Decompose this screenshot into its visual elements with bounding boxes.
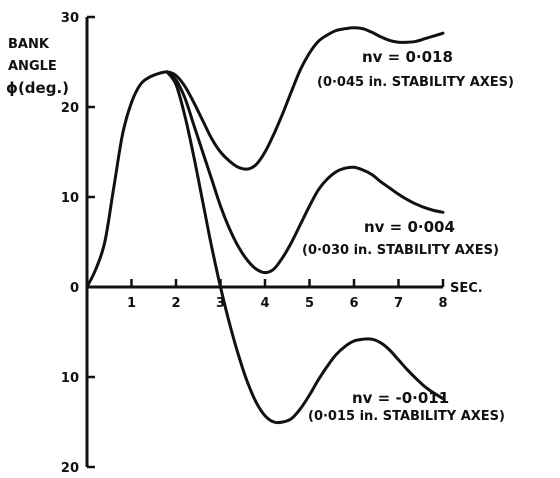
curve-annotation: (0·045 in. STABILITY AXES) bbox=[317, 75, 514, 90]
x-tick-label: 8 bbox=[438, 296, 447, 311]
y-tick-label: 30 bbox=[61, 11, 79, 26]
curve-annotation: (0·015 in. STABILITY AXES) bbox=[308, 409, 505, 424]
y-tick-label: 10 bbox=[61, 371, 79, 386]
labels: SEC. BANK ANGLE ϕ(deg.) nv = 0·018 (0·045 in.… bbox=[6, 37, 514, 424]
y-tick-label: 0 bbox=[70, 281, 79, 296]
y-tick-label: 20 bbox=[61, 101, 79, 116]
x-axis-label: SEC. bbox=[450, 281, 483, 296]
curve-annotation: (0·030 in. STABILITY AXES) bbox=[302, 243, 499, 258]
curve-nv-0-004 bbox=[165, 70, 445, 275]
x-tick-label: 5 bbox=[305, 296, 314, 311]
curve-nv-0-018 bbox=[85, 26, 445, 289]
curve-annotation: nv = 0·004 bbox=[364, 218, 455, 236]
curve-annotation: nv = 0·018 bbox=[362, 48, 453, 66]
x-tick-label: 2 bbox=[171, 296, 180, 311]
y-tick-label: 20 bbox=[61, 461, 79, 476]
x-tick-label: 3 bbox=[216, 296, 225, 311]
x-tick-label: 4 bbox=[260, 296, 269, 311]
ticks: 30 20 10 0 10 20 1 2 3 4 5 6 7 8 bbox=[61, 11, 448, 476]
x-tick-label: 7 bbox=[394, 296, 403, 311]
curve-nv-minus-0-011 bbox=[165, 70, 445, 425]
y-axis-label-line: ϕ(deg.) bbox=[6, 79, 69, 97]
y-tick-label: 10 bbox=[61, 191, 79, 206]
y-axis-label-line: BANK bbox=[8, 37, 50, 52]
curve-annotation: nv = -0·011 bbox=[352, 389, 449, 407]
y-axis-label-line: ANGLE bbox=[8, 59, 57, 74]
x-tick-label: 6 bbox=[349, 296, 358, 311]
x-tick-label: 1 bbox=[127, 296, 136, 311]
curves bbox=[85, 26, 445, 425]
